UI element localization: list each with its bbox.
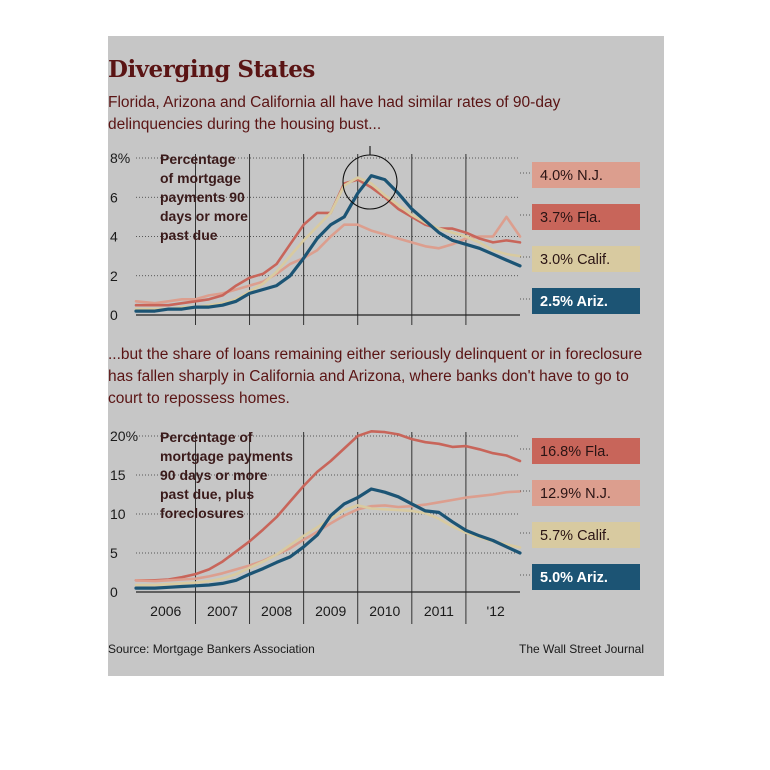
delinquency-label-text: 3.0% Calif. [540,252,610,268]
delinquency-y-tick-label: 2 [110,268,118,284]
foreclosure-note-line: Percentage of [160,429,253,445]
delinquency-label-text: 4.0% N.J. [540,168,603,184]
delinquency-label-box [532,288,640,314]
foreclosure-label-box [532,438,640,464]
foreclosure-y-tick-label: 0 [110,584,118,600]
intro-bottom-text: ...but the share of loans remaining eith… [108,346,643,407]
delinquency-label-text: 3.7% Fla. [540,210,601,226]
foreclosure-note-line: foreclosures [160,505,244,521]
delinquency-label-box [532,204,640,230]
foreclosure-series-calif [134,504,522,587]
foreclosure-series-nj. [134,490,522,583]
foreclosure-y-tick-label: 10 [110,506,126,522]
x-tick-label: 2006 [150,603,181,619]
delinquency-note-line: of mortgage [160,170,241,186]
foreclosure-label-text: 5.7% Calif. [540,528,610,544]
delinquency-y-tick-label: 6 [110,189,118,205]
delinquency-y-tick-label: 0 [110,307,118,323]
foreclosure-label-box [532,522,640,548]
foreclosure-chart: 20% 15 10 5 0 Percentage of mortgage payments 9… [110,428,640,624]
charts-svg: 8% 6 4 2 0 Percentage of mortgage payments 90 da… [110,146,640,624]
delinquency-label-box [532,162,640,188]
delinquency-label-box [532,246,640,272]
delinquency-label-text: 2.5% Ariz. [540,294,608,310]
foreclosure-series-ariz [134,487,522,590]
delinquency-y-tick-label: 4 [110,229,118,245]
foreclosure-y-tick-label: 5 [110,545,118,561]
foreclosure-label-text: 12.9% N.J. [540,486,611,502]
delinquency-series-ariz [134,174,522,313]
delinquency-note-line: payments 90 [160,189,245,205]
foreclosure-note-line: 90 days or more [160,467,268,483]
foreclosure-y-tick-label: 20% [110,428,138,444]
foreclosure-label-text: 5.0% Ariz. [540,570,608,586]
x-tick-label: 2010 [369,603,400,619]
graphic-panel: Diverging States Florida, Arizona and Ca… [108,36,664,676]
x-tick-label: 2011 [424,603,454,619]
delinquency-note-line: Percentage [160,151,236,167]
x-tick-label: '12 [487,603,505,619]
chart-title: Diverging States [108,56,315,83]
foreclosure-note-line: mortgage payments [160,448,293,464]
foreclosure-note-line: past due, plus [160,486,254,502]
foreclosure-label-box [532,480,640,506]
delinquency-y-tick-label: 8% [110,150,130,166]
x-tick-label: 2007 [207,603,238,619]
publisher-credit: The Wall Street Journal [519,642,644,656]
foreclosure-label-text: 16.8% Fla. [540,444,609,460]
foreclosure-series-fla [134,429,522,582]
x-tick-label: 2009 [315,603,346,619]
x-tick-label: 2008 [261,603,292,619]
delinquency-note-line: past due [160,227,218,243]
source-note: Source: Mortgage Bankers Association [108,642,315,656]
intro-top-text: Florida, Arizona and California all have… [108,94,561,133]
foreclosure-y-tick-label: 15 [110,467,126,483]
foreclosure-label-box [532,564,640,590]
delinquency-chart: 8% 6 4 2 0 Percentage of mortgage payments 90 da… [110,146,640,325]
delinquency-note-line: days or more [160,208,248,224]
